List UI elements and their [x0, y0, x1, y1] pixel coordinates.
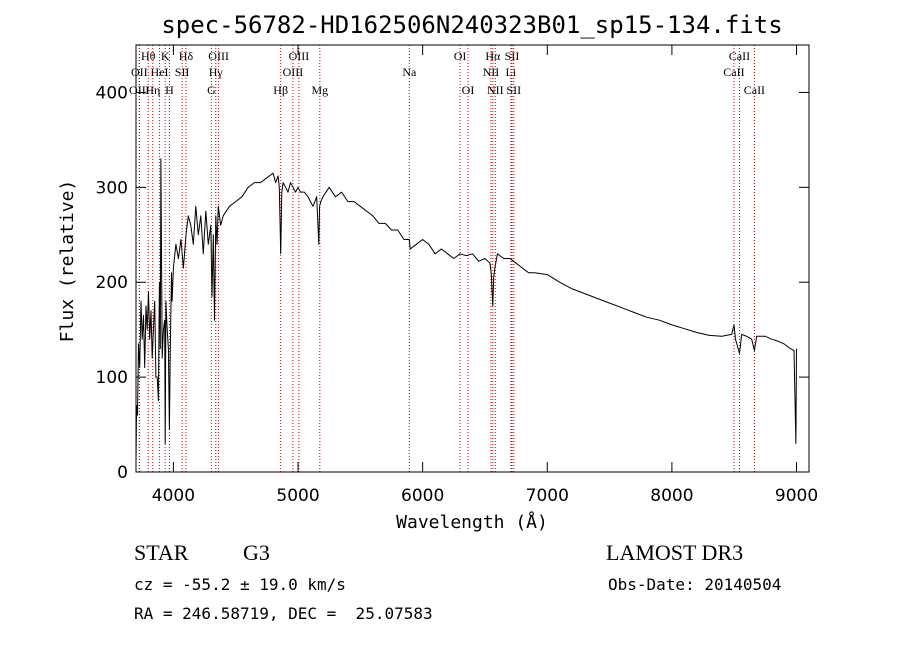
spectral-line-label: Hβ — [273, 83, 288, 97]
spectral-line-label: OIII — [289, 49, 310, 63]
spectral-line-label: OIII — [129, 83, 150, 97]
spectral-line-label: Hγ — [209, 65, 224, 79]
coordinates: RA = 246.58719, DEC = 25.07583 — [134, 604, 433, 623]
spectral-line-label: Li — [506, 65, 517, 79]
y-tick-label: 0 — [117, 463, 128, 483]
y-axis-label: Flux (relative) — [57, 180, 78, 343]
x-tick-label: 8000 — [650, 486, 693, 506]
x-tick-label: 7000 — [526, 486, 569, 506]
spectral-line-label: SII — [505, 49, 520, 63]
y-tick-label: 200 — [96, 273, 128, 293]
subclass-label: G3 — [243, 540, 270, 565]
spectral-line-label: SII — [506, 83, 521, 97]
spectral-line-label: Na — [402, 65, 417, 79]
spectral-line-label: CaII — [744, 83, 765, 97]
spectrum-series — [135, 158, 797, 463]
x-tick-label: 4000 — [152, 486, 195, 506]
spectral-line-label: OI — [462, 83, 475, 97]
spectral-line-label: H — [165, 83, 174, 97]
cz-value: cz = -55.2 ± 19.0 km/s — [134, 575, 346, 594]
spectral-line-label: Hδ — [179, 49, 194, 63]
x-tick-label: 9000 — [775, 486, 818, 506]
y-tick-label: 100 — [96, 368, 128, 388]
spectral-line-label: CaII — [723, 65, 744, 79]
spectral-line-label: NII — [483, 65, 500, 79]
chart-title: spec-56782-HD162506N240323B01_sp15-134.f… — [161, 11, 782, 39]
spectral-line-label: OIII — [283, 65, 304, 79]
spectral-line-label: OIII — [208, 49, 229, 63]
x-tick-label: 6000 — [401, 486, 444, 506]
class-label: STAR — [134, 540, 189, 565]
survey-label: LAMOST DR3 — [606, 540, 744, 565]
y-tick-label: 400 — [96, 83, 128, 103]
spectral-line-label: SII — [175, 65, 190, 79]
spectral-line-label: CaII — [729, 49, 750, 63]
spectral-line-label: Hη — [145, 83, 160, 97]
spectral-line-label: Hα — [485, 49, 501, 63]
spectral-line-label: Mg — [311, 83, 328, 97]
spectral-line-label: OI — [454, 49, 467, 63]
obs-date: Obs-Date: 20140504 — [608, 575, 782, 594]
spectrum-line — [135, 158, 797, 463]
x-tick-label: 5000 — [276, 486, 319, 506]
x-axis-label: Wavelength (Å) — [396, 511, 548, 533]
plot-frame — [135, 44, 810, 473]
spectral-line-label: K — [161, 49, 170, 63]
spectral-line-label: G — [207, 83, 216, 97]
spectral-line-label: HeI — [151, 65, 169, 79]
spectral-line-label: Hθ — [141, 49, 156, 63]
y-tick-label: 300 — [96, 178, 128, 198]
spectral-line-label: NII — [487, 83, 504, 97]
axis-ticks: 4000 5000 6000 7000 8000 9000 0 100 200 300 400 — [96, 45, 818, 506]
